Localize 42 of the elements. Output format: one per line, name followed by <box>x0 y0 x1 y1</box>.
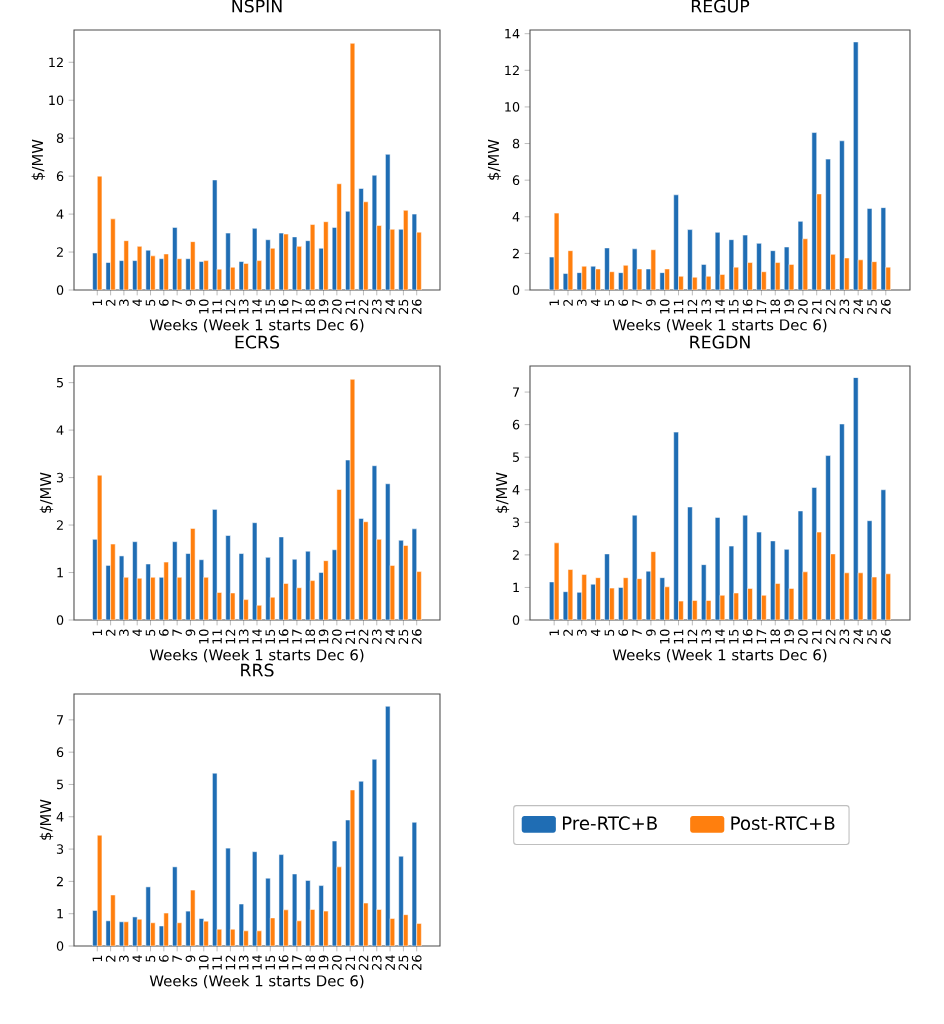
bar <box>371 759 378 946</box>
bar <box>411 213 417 291</box>
bar <box>403 210 409 291</box>
bar <box>145 563 151 621</box>
bar <box>145 249 151 291</box>
bar <box>136 246 143 291</box>
bar <box>238 261 244 291</box>
bar <box>97 474 103 621</box>
bar <box>349 379 356 621</box>
bar <box>278 536 284 621</box>
bar <box>110 894 116 946</box>
bar <box>358 780 364 946</box>
bar <box>336 183 342 291</box>
bar <box>190 528 196 621</box>
legend-label: Post-RTC+B <box>731 816 835 831</box>
bar <box>318 885 324 946</box>
bar <box>123 240 129 291</box>
bar <box>238 553 244 621</box>
bar <box>97 834 103 946</box>
bar <box>349 43 356 291</box>
bar <box>238 903 244 946</box>
bar <box>110 218 116 291</box>
bar <box>278 854 284 946</box>
bar <box>97 175 103 291</box>
bar <box>349 789 356 946</box>
bar <box>190 241 196 291</box>
bar <box>371 174 378 291</box>
bar <box>309 224 316 291</box>
bar <box>190 889 196 946</box>
chart-title: ECRS <box>235 335 280 349</box>
bar <box>150 255 156 291</box>
legend-label: Pre-RTC+B <box>563 816 657 831</box>
chart-title: REGDN <box>690 335 750 349</box>
bar <box>145 886 151 946</box>
chart-title: NSPIN <box>232 0 282 13</box>
chart-title: RRS <box>241 663 274 677</box>
chart-title: REGUP <box>691 0 750 13</box>
bar <box>278 232 284 291</box>
bar <box>371 465 378 621</box>
bar <box>323 221 329 291</box>
bar <box>411 822 417 946</box>
bar <box>411 528 417 621</box>
